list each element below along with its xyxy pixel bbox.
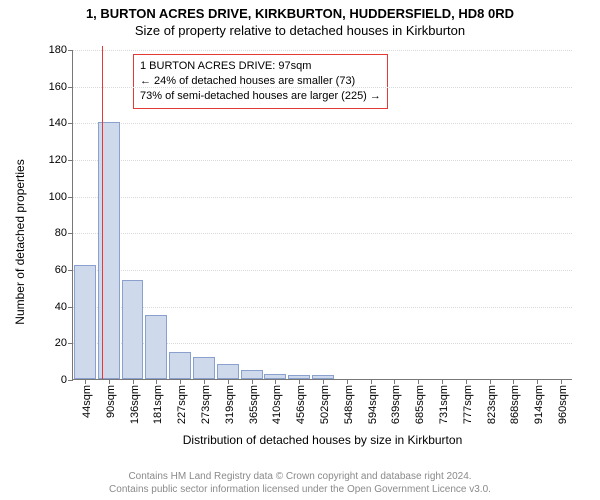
chart-container: Number of detached properties 1 BURTON A… [30,42,582,442]
gridline [73,160,572,161]
y-tick-label: 160 [49,81,73,93]
bar [145,315,167,379]
gridline [73,233,572,234]
x-tick-label: 960sqm [557,385,569,424]
y-tick-label: 0 [61,374,73,386]
y-tick-label: 140 [49,117,73,129]
gridline [73,197,572,198]
annotation-box: 1 BURTON ACRES DRIVE: 97sqm← 24% of deta… [133,54,388,109]
bar [122,280,144,379]
x-tick-label: 227sqm [176,385,188,424]
x-tick-label: 136sqm [129,385,141,424]
page-title-line1: 1, BURTON ACRES DRIVE, KIRKBURTON, HUDDE… [0,6,600,21]
x-tick-label: 456sqm [295,385,307,424]
annotation-line: 1 BURTON ACRES DRIVE: 97sqm [140,59,381,74]
y-tick-label: 20 [55,337,73,349]
bar [193,357,215,379]
gridline [73,307,572,308]
x-tick-label: 44sqm [81,385,93,418]
plot-area: 1 BURTON ACRES DRIVE: 97sqm← 24% of deta… [72,50,572,380]
x-tick-label: 914sqm [533,385,545,424]
y-tick-label: 60 [55,264,73,276]
x-tick-label: 548sqm [343,385,355,424]
x-tick-label: 90sqm [105,385,117,418]
x-tick-label: 273sqm [200,385,212,424]
x-axis-label: Distribution of detached houses by size … [183,433,463,447]
gridline [73,87,572,88]
y-tick-label: 100 [49,191,73,203]
y-tick-label: 40 [55,301,73,313]
x-tick-label: 685sqm [414,385,426,424]
y-tick-label: 180 [49,44,73,56]
gridline [73,123,572,124]
x-tick-label: 594sqm [367,385,379,424]
gridline [73,50,572,51]
x-tick-label: 639sqm [390,385,402,424]
x-tick-label: 502sqm [319,385,331,424]
bar [169,352,191,380]
bar [241,370,263,379]
y-tick-label: 80 [55,227,73,239]
footer-line1: Contains HM Land Registry data © Crown c… [0,470,600,483]
y-tick-label: 120 [49,154,73,166]
x-tick-label: 777sqm [462,385,474,424]
bar [98,122,120,379]
x-tick-label: 868sqm [509,385,521,424]
gridline [73,270,572,271]
annotation-line: 73% of semi-detached houses are larger (… [140,89,381,104]
bar [217,364,239,379]
x-tick-label: 181sqm [152,385,164,424]
x-tick-label: 319sqm [224,385,236,424]
reference-line [102,46,103,379]
y-axis-label: Number of detached properties [13,159,27,324]
x-tick-label: 731sqm [438,385,450,424]
page-title-line2: Size of property relative to detached ho… [0,23,600,38]
footer-attribution: Contains HM Land Registry data © Crown c… [0,470,600,496]
x-tick-label: 410sqm [271,385,283,424]
footer-line2: Contains public sector information licen… [0,483,600,496]
x-tick-label: 823sqm [486,385,498,424]
bar [74,265,96,379]
x-tick-label: 365sqm [248,385,260,424]
